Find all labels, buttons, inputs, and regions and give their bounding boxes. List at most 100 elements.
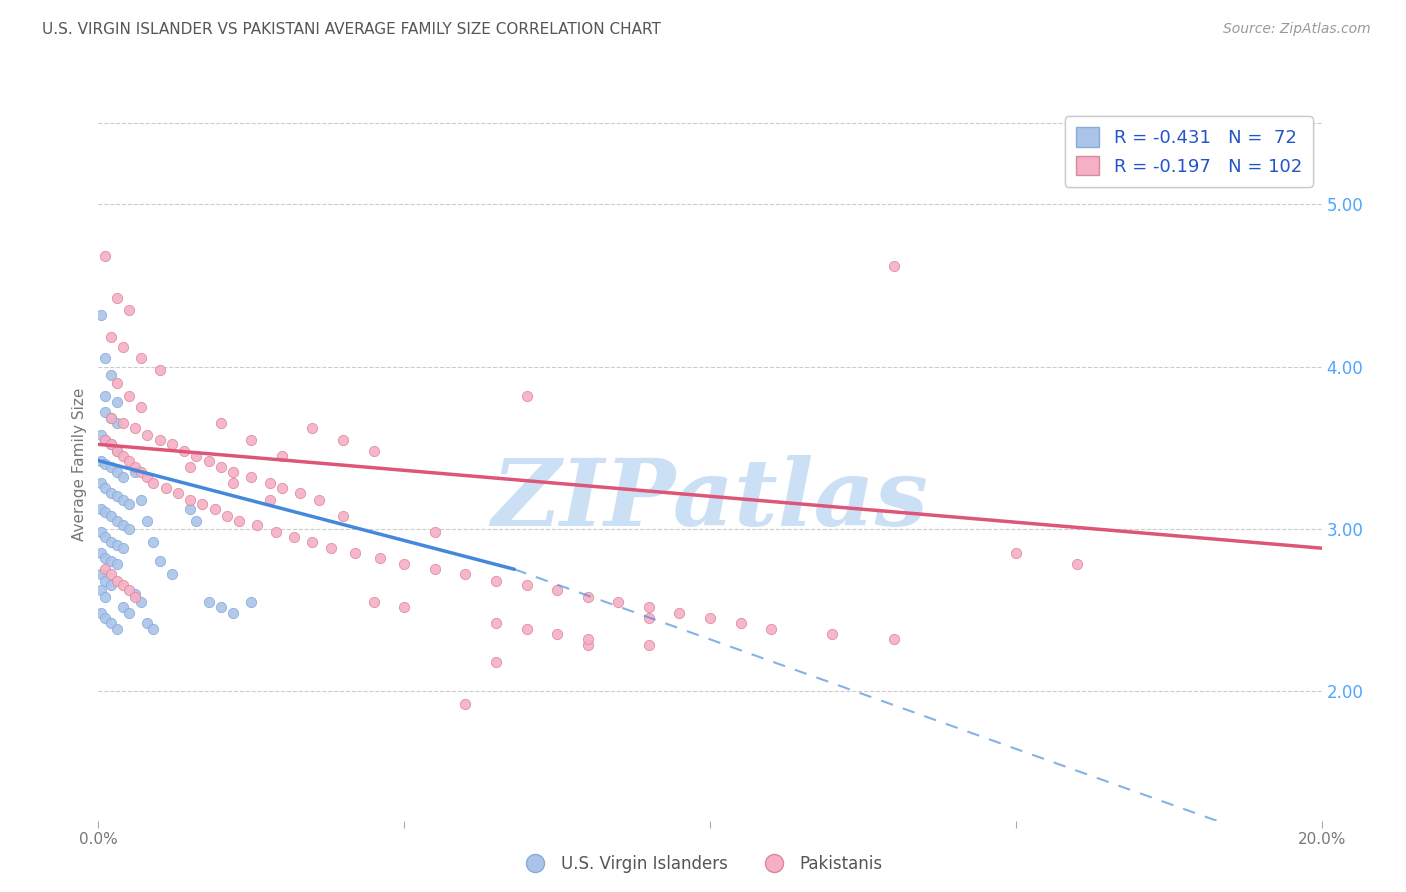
Point <box>142 622 165 636</box>
Point <box>160 437 183 451</box>
Point <box>1004 546 1026 560</box>
Point <box>454 697 477 711</box>
Point <box>149 433 172 447</box>
Point <box>222 606 245 620</box>
Point <box>90 583 112 598</box>
Point <box>167 486 190 500</box>
Point <box>179 492 201 507</box>
Point <box>576 639 599 653</box>
Point <box>142 534 165 549</box>
Point <box>100 554 122 568</box>
Point <box>100 437 122 451</box>
Point <box>136 427 159 442</box>
Point <box>105 465 128 479</box>
Point <box>290 486 312 500</box>
Point <box>264 524 287 539</box>
Point <box>100 437 122 451</box>
Point <box>392 599 416 614</box>
Text: Source: ZipAtlas.com: Source: ZipAtlas.com <box>1223 22 1371 37</box>
Point <box>883 259 905 273</box>
Point <box>283 530 305 544</box>
Point <box>90 453 112 467</box>
Point <box>105 395 128 409</box>
Point <box>637 639 661 653</box>
Point <box>883 632 905 646</box>
Point <box>197 595 219 609</box>
Point <box>240 433 263 447</box>
Point <box>136 470 159 484</box>
Point <box>179 502 201 516</box>
Point <box>124 586 146 600</box>
Point <box>93 530 115 544</box>
Point <box>111 340 134 354</box>
Point <box>100 411 122 425</box>
Point <box>90 502 112 516</box>
Point <box>270 449 292 463</box>
Point <box>93 433 115 447</box>
Point <box>111 541 134 556</box>
Point <box>186 514 208 528</box>
Point <box>111 599 134 614</box>
Point <box>392 558 416 572</box>
Point <box>129 351 152 366</box>
Point <box>111 518 134 533</box>
Point <box>136 514 159 528</box>
Point <box>118 453 141 467</box>
Point <box>730 615 752 630</box>
Point <box>93 481 115 495</box>
Point <box>93 574 115 588</box>
Point <box>100 534 122 549</box>
Point <box>124 421 146 435</box>
Point <box>124 460 146 475</box>
Legend: R = -0.431   N =  72, R = -0.197   N = 102: R = -0.431 N = 72, R = -0.197 N = 102 <box>1064 116 1313 186</box>
Point <box>93 389 115 403</box>
Point <box>240 595 263 609</box>
Point <box>129 492 152 507</box>
Point <box>100 578 122 592</box>
Point <box>105 417 128 431</box>
Point <box>124 590 146 604</box>
Point <box>485 615 508 630</box>
Point <box>821 627 844 641</box>
Point <box>546 627 568 641</box>
Point <box>308 492 330 507</box>
Point <box>105 443 128 458</box>
Point <box>90 524 112 539</box>
Point <box>363 595 385 609</box>
Point <box>100 486 122 500</box>
Point <box>149 554 172 568</box>
Point <box>363 443 385 458</box>
Point <box>516 622 538 636</box>
Point <box>668 606 690 620</box>
Point <box>228 514 250 528</box>
Point <box>118 497 141 511</box>
Point <box>100 411 122 425</box>
Point <box>93 405 115 419</box>
Point <box>105 514 128 528</box>
Point <box>576 590 599 604</box>
Point <box>215 508 238 523</box>
Point <box>111 449 134 463</box>
Point <box>485 655 508 669</box>
Point <box>111 417 134 431</box>
Y-axis label: Average Family Size: Average Family Size <box>72 387 87 541</box>
Point <box>222 465 245 479</box>
Point <box>516 578 538 592</box>
Point <box>118 302 141 317</box>
Point <box>179 460 201 475</box>
Point <box>637 611 661 625</box>
Point <box>516 389 538 403</box>
Point <box>129 465 152 479</box>
Point <box>90 476 112 491</box>
Point <box>332 508 354 523</box>
Point <box>301 534 323 549</box>
Point <box>259 492 281 507</box>
Point <box>118 389 141 403</box>
Point <box>111 578 134 592</box>
Point <box>105 538 128 552</box>
Point <box>105 292 128 306</box>
Point <box>1066 558 1088 572</box>
Point <box>259 476 281 491</box>
Point <box>332 433 354 447</box>
Point <box>129 595 152 609</box>
